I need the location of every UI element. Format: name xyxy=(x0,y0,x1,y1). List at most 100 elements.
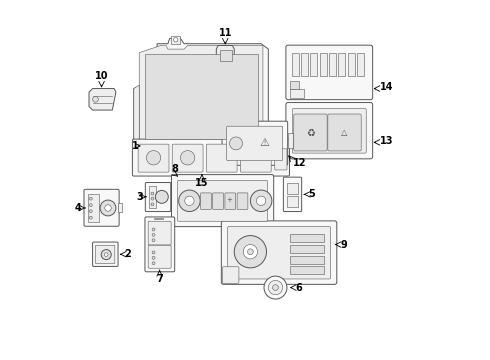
Circle shape xyxy=(269,280,283,295)
Circle shape xyxy=(152,239,155,242)
FancyBboxPatch shape xyxy=(138,144,169,172)
FancyBboxPatch shape xyxy=(286,103,373,159)
FancyBboxPatch shape xyxy=(328,114,361,151)
Text: 14: 14 xyxy=(379,82,393,92)
Text: 4: 4 xyxy=(75,203,82,213)
Text: ♻: ♻ xyxy=(306,128,315,138)
Circle shape xyxy=(152,228,155,231)
Text: 7: 7 xyxy=(156,274,163,284)
FancyBboxPatch shape xyxy=(145,217,175,272)
Circle shape xyxy=(152,233,155,236)
FancyBboxPatch shape xyxy=(132,139,290,176)
Circle shape xyxy=(173,38,178,42)
FancyBboxPatch shape xyxy=(294,114,327,151)
Circle shape xyxy=(104,253,108,256)
Bar xyxy=(290,245,324,253)
Circle shape xyxy=(147,150,161,165)
Text: 3: 3 xyxy=(136,192,143,202)
FancyBboxPatch shape xyxy=(213,193,223,210)
Circle shape xyxy=(185,196,194,206)
Text: 15: 15 xyxy=(195,178,209,188)
FancyBboxPatch shape xyxy=(227,126,283,161)
Circle shape xyxy=(264,276,287,299)
Circle shape xyxy=(180,150,195,165)
Circle shape xyxy=(89,204,92,207)
Text: 2: 2 xyxy=(124,249,130,259)
Circle shape xyxy=(89,210,92,213)
Bar xyxy=(310,53,318,76)
Bar xyxy=(172,36,180,44)
Circle shape xyxy=(256,196,266,206)
Bar xyxy=(301,53,308,76)
Circle shape xyxy=(247,249,253,255)
Bar xyxy=(88,194,98,222)
Text: 8: 8 xyxy=(172,163,178,174)
FancyBboxPatch shape xyxy=(283,177,302,212)
Bar xyxy=(290,81,299,89)
Bar xyxy=(347,53,355,76)
Polygon shape xyxy=(134,39,269,149)
Text: 10: 10 xyxy=(95,71,108,81)
Text: 11: 11 xyxy=(219,28,232,39)
FancyBboxPatch shape xyxy=(200,193,211,210)
FancyBboxPatch shape xyxy=(177,180,268,221)
Text: △: △ xyxy=(341,128,347,137)
Circle shape xyxy=(152,256,155,259)
Bar xyxy=(292,53,299,76)
Bar xyxy=(148,186,156,208)
Text: ⚠: ⚠ xyxy=(260,139,270,148)
FancyBboxPatch shape xyxy=(286,45,373,100)
Polygon shape xyxy=(89,89,116,110)
Circle shape xyxy=(230,137,243,150)
FancyBboxPatch shape xyxy=(206,144,237,172)
Circle shape xyxy=(93,96,98,102)
Bar xyxy=(357,53,364,76)
Circle shape xyxy=(105,205,111,211)
Bar xyxy=(319,53,327,76)
Bar xyxy=(220,50,232,60)
FancyBboxPatch shape xyxy=(148,221,171,245)
Text: 9: 9 xyxy=(340,239,347,249)
Bar xyxy=(287,196,298,207)
Circle shape xyxy=(89,216,92,219)
Polygon shape xyxy=(134,85,139,144)
FancyBboxPatch shape xyxy=(146,183,171,212)
FancyBboxPatch shape xyxy=(93,242,118,266)
Circle shape xyxy=(243,244,258,259)
Text: +: + xyxy=(226,197,232,203)
Bar xyxy=(118,203,122,212)
Text: 13: 13 xyxy=(379,136,393,145)
Circle shape xyxy=(151,203,154,206)
Bar xyxy=(145,54,258,139)
FancyBboxPatch shape xyxy=(222,121,288,165)
FancyBboxPatch shape xyxy=(172,144,203,172)
FancyBboxPatch shape xyxy=(221,221,337,284)
Bar xyxy=(290,234,324,242)
Bar xyxy=(329,53,336,76)
FancyBboxPatch shape xyxy=(275,149,287,170)
Bar xyxy=(288,134,294,148)
Bar xyxy=(153,218,163,220)
Bar xyxy=(290,256,324,264)
FancyBboxPatch shape xyxy=(227,226,331,279)
Bar xyxy=(287,183,298,194)
Text: 6: 6 xyxy=(295,283,302,293)
Circle shape xyxy=(272,285,278,291)
FancyBboxPatch shape xyxy=(293,109,366,153)
Polygon shape xyxy=(216,45,234,63)
Circle shape xyxy=(89,197,92,200)
FancyBboxPatch shape xyxy=(84,189,119,226)
FancyBboxPatch shape xyxy=(96,245,115,264)
Circle shape xyxy=(179,190,200,212)
Circle shape xyxy=(250,190,272,212)
Text: 5: 5 xyxy=(308,189,315,199)
FancyBboxPatch shape xyxy=(237,193,248,210)
Bar xyxy=(338,53,345,76)
Circle shape xyxy=(101,249,111,260)
Circle shape xyxy=(100,200,116,216)
Bar xyxy=(290,266,324,274)
Circle shape xyxy=(152,251,155,254)
Bar xyxy=(290,89,304,98)
Text: 12: 12 xyxy=(294,158,307,168)
Circle shape xyxy=(152,262,155,265)
